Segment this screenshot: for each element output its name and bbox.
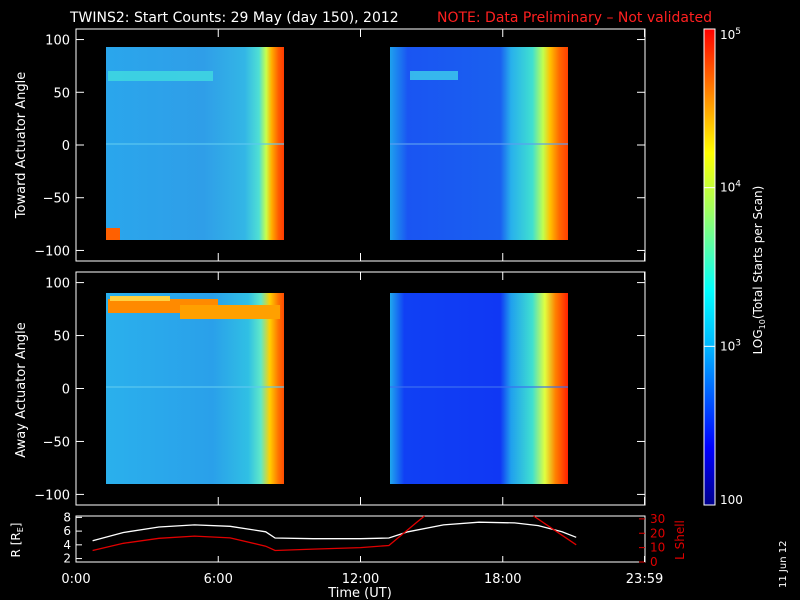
time-tick-label: 18:00 [484,572,521,587]
away-y-label: Away Actuator Angle [14,322,29,457]
away-x-ticks [75,272,646,505]
generation-date: 11 Jun 12 [778,541,789,588]
colorbar-label-sub: 10 [758,319,767,329]
y-tick-label: 0 [62,139,70,154]
y-tick-label: −100 [34,488,70,503]
away-zero-line-2 [390,386,568,388]
y-tick-label: 50 [53,330,70,345]
time-tick-label: 0:00 [61,572,90,587]
toward-y-ticks: −100 −50 0 50 100 [34,34,645,259]
toward-bottom-edge [106,228,120,240]
l-shell-line-2 [533,515,577,546]
away-hot-band-2 [180,305,280,319]
orbit-left-tick-label: 6 [63,524,71,538]
toward-y-label: Toward Actuator Angle [14,72,29,219]
time-tick-label: 12:00 [342,572,379,587]
preliminary-note: NOTE: Data Preliminary – Not validated [437,10,712,26]
orbit-right-tick-label: 20 [650,526,665,540]
y-tick-label: −50 [43,192,70,207]
away-heatmap-seg1 [106,293,284,484]
orbit-left-tick-label: 8 [63,510,71,524]
y-tick-label: −50 [43,435,70,450]
colorbar-tick-base: 10 [720,181,735,195]
away-zero-line-1 [106,386,284,388]
colorbar-tick-label: 103 [720,338,741,353]
orbit-left-label-sub: E [16,527,25,532]
time-tick-label: 23:59 [626,572,663,587]
y-tick-label: 100 [45,277,70,292]
colorbar-tick-base: 10 [720,28,735,42]
orbit-left-label-main: R [R [9,532,23,557]
y-tick-label: 0 [62,383,70,398]
toward-x-ticks [75,29,646,261]
time-tick-label: 6:00 [204,572,233,587]
orbit-left-tick-label: 4 [63,538,71,552]
colorbar-label-rest: (Total Starts per Scan) [751,186,765,320]
toward-panel: −100 −50 0 50 100 Toward Actuator Angle [14,28,646,262]
colorbar-gradient [703,28,716,506]
orbit-lines [92,515,577,552]
orbit-right-tick-label: 10 [650,541,665,555]
time-axis-label: Time (UT) [327,586,392,600]
orbit-right-tick-label: 30 [650,512,665,526]
colorbar-tick-exp: 3 [735,338,741,348]
toward-warm-band-1 [108,71,213,81]
colorbar-label-prefix: LOG [751,329,765,354]
away-y-ticks: −100 −50 0 50 100 [34,277,645,503]
colorbar-tick-exp: 4 [735,180,741,190]
orbit-left-label: R [RE] [9,523,25,558]
orbit-left-tick-label: 2 [63,552,71,566]
y-tick-label: 50 [53,86,70,101]
away-hot-band-3 [110,296,170,301]
figure-title: TWINS2: Start Counts: 29 May (day 150), … [69,10,399,26]
y-tick-label: −100 [34,244,70,259]
colorbar-tick-label: 104 [720,180,741,195]
orbit-right-label: L Shell [673,520,687,560]
radial-distance-line [92,521,577,542]
l-shell-line-1 [92,515,425,552]
away-heatmap-seg2 [390,293,568,484]
away-panel: −100 −50 0 50 100 Away Actuator Angle [14,271,646,506]
toward-warm-band-2 [410,71,458,80]
orbit-right-tick-label: 0 [650,555,658,569]
orbit-left-label-end: ] [9,523,23,528]
colorbar-tick-label: 105 [720,27,741,42]
colorbar-tick-label: 100 [720,493,743,507]
toward-zero-line-2 [390,143,568,145]
orbit-x-ticks: 0:00 6:00 12:00 18:00 23:59 [61,556,663,587]
colorbar-tick-exp: 5 [735,27,741,37]
y-tick-label: 100 [45,34,70,49]
toward-zero-line-1 [106,143,284,145]
colorbar-label: LOG10(Total Starts per Scan) [751,186,767,355]
colorbar-tick-base: 10 [720,339,735,353]
